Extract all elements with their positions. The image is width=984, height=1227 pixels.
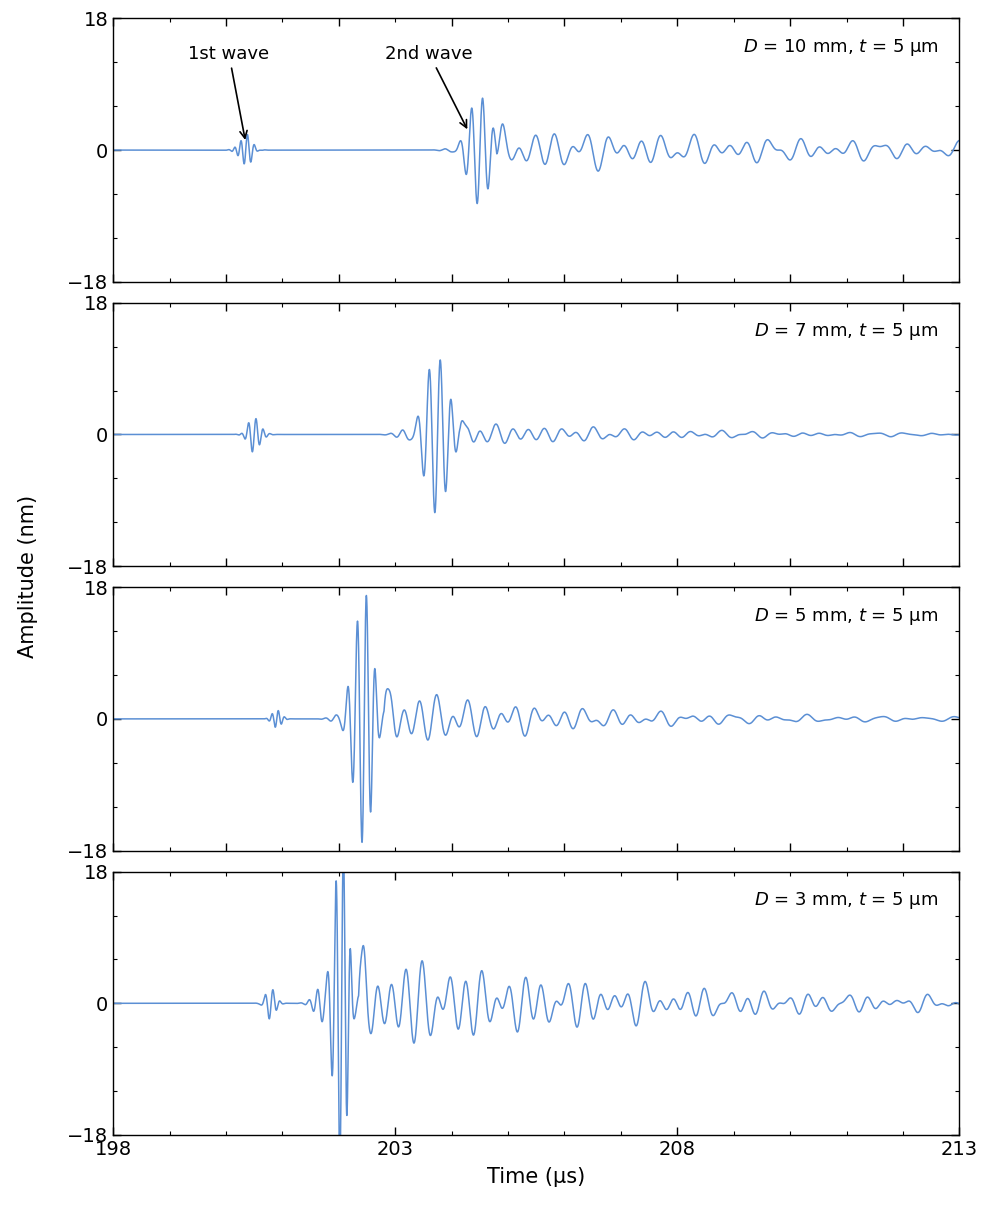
Text: $D$ = 10 mm, $t$ = 5 μm: $D$ = 10 mm, $t$ = 5 μm: [743, 37, 939, 58]
Text: $D$ = 3 mm, $t$ = 5 μm: $D$ = 3 mm, $t$ = 5 μm: [754, 890, 939, 912]
X-axis label: Time (μs): Time (μs): [487, 1167, 585, 1188]
Text: $D$ = 7 mm, $t$ = 5 μm: $D$ = 7 mm, $t$ = 5 μm: [754, 321, 939, 342]
Text: Amplitude (nm): Amplitude (nm): [18, 496, 37, 658]
Text: 2nd wave: 2nd wave: [386, 44, 473, 128]
Text: 1st wave: 1st wave: [188, 44, 270, 139]
Text: $D$ = 5 mm, $t$ = 5 μm: $D$ = 5 mm, $t$ = 5 μm: [754, 606, 939, 627]
